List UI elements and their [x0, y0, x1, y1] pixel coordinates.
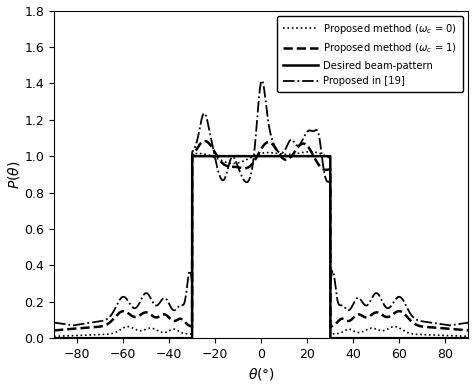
Proposed method ($\omega_c$ = 0)	[426, 333, 432, 337]
Proposed method ($\omega_c$ = 1)	[140, 311, 146, 315]
Line: Proposed method ($\omega_c$ = 0): Proposed method ($\omega_c$ = 0)	[54, 152, 468, 336]
Proposed method ($\omega_c$ = 1)	[465, 328, 471, 333]
Proposed in [19]	[465, 320, 471, 325]
Line: Proposed method ($\omega_c$ = 1): Proposed method ($\omega_c$ = 1)	[54, 141, 468, 331]
Proposed method ($\omega_c$ = 0)	[302, 150, 308, 154]
Legend: Proposed method ($\omega_c$ = 0), Proposed method ($\omega_c$ = 1), Desired beam: Proposed method ($\omega_c$ = 0), Propos…	[277, 16, 464, 92]
Proposed method ($\omega_c$ = 0)	[309, 149, 315, 154]
Proposed method ($\omega_c$ = 0)	[307, 149, 313, 154]
Line: Desired beam-pattern: Desired beam-pattern	[54, 156, 468, 338]
Proposed in [19]	[302, 133, 308, 138]
Proposed in [19]	[465, 320, 471, 325]
Proposed method ($\omega_c$ = 0)	[51, 334, 57, 339]
Desired beam-pattern	[167, 336, 173, 341]
Proposed method ($\omega_c$ = 1)	[465, 328, 471, 333]
Proposed method ($\omega_c$ = 0)	[167, 328, 173, 333]
Proposed in [19]	[427, 320, 432, 325]
Proposed in [19]	[259, 78, 264, 83]
Proposed in [19]	[167, 303, 173, 308]
Proposed method ($\omega_c$ = 1)	[302, 142, 308, 146]
Proposed method ($\omega_c$ = 1)	[309, 151, 315, 155]
Proposed in [19]	[70, 323, 76, 328]
Proposed method ($\omega_c$ = 0)	[140, 328, 146, 333]
Desired beam-pattern	[190, 154, 195, 158]
Proposed method ($\omega_c$ = 1)	[426, 325, 432, 329]
Proposed in [19]	[140, 294, 146, 298]
Desired beam-pattern	[465, 336, 471, 341]
Proposed method ($\omega_c$ = 1)	[202, 139, 208, 143]
Proposed method ($\omega_c$ = 1)	[51, 328, 57, 333]
Desired beam-pattern	[302, 154, 308, 158]
Proposed in [19]	[309, 129, 315, 133]
Line: Proposed in [19]: Proposed in [19]	[54, 81, 468, 326]
Desired beam-pattern	[51, 336, 57, 341]
Desired beam-pattern	[309, 154, 315, 158]
X-axis label: $\theta$(°): $\theta$(°)	[248, 366, 275, 383]
Desired beam-pattern	[465, 336, 471, 341]
Desired beam-pattern	[426, 336, 432, 341]
Proposed method ($\omega_c$ = 0)	[465, 334, 471, 339]
Proposed method ($\omega_c$ = 1)	[167, 316, 173, 320]
Proposed method ($\omega_c$ = 0)	[465, 334, 471, 339]
Desired beam-pattern	[140, 336, 146, 341]
Proposed in [19]	[51, 320, 57, 325]
Y-axis label: $P(\theta)$: $P(\theta)$	[6, 160, 21, 189]
